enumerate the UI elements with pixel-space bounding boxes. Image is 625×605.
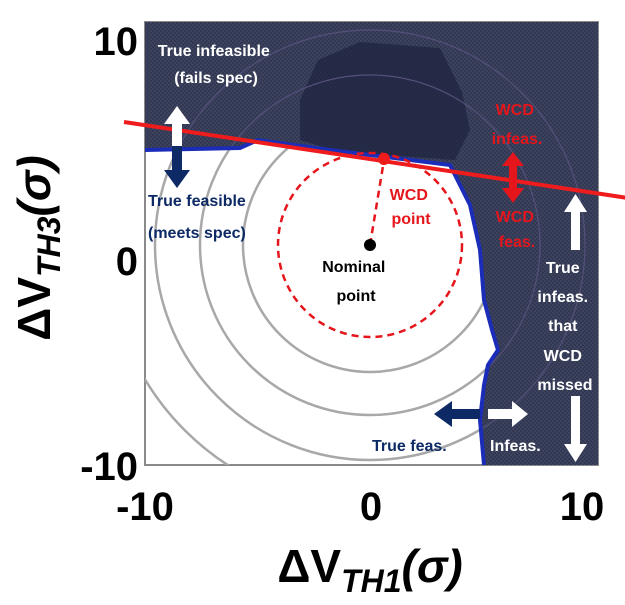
wcd-boundary-line: [123, 120, 625, 200]
arrow-updown-red: [502, 152, 524, 203]
arrow-left-navy: [434, 401, 480, 427]
true-feas-short-label: True feas.: [372, 438, 447, 455]
arrow-right-white: [488, 401, 528, 427]
arrow-up-white: [164, 106, 190, 146]
true-feasible-label: True feasible (meets spec): [148, 193, 250, 242]
x-tick-left: -10: [116, 485, 174, 529]
wcd-infeas-label: WCD infeas.: [492, 102, 543, 148]
x-tick-right: 10: [560, 485, 605, 529]
nominal-point-marker: [364, 239, 376, 251]
nominal-point-label: Nominal point: [322, 259, 390, 305]
infeasible-region: [145, 22, 598, 465]
contour-ring-2: [198, 140, 498, 417]
y-axis-label: ΔVTH3(σ): [8, 155, 67, 340]
wcd-feas-label: WCD feas.: [496, 209, 539, 251]
arrow-down-navy: [164, 146, 190, 188]
x-tick-middle: 0: [360, 485, 382, 529]
arrow-up-right-white: [564, 194, 587, 250]
feasibility-boundary: [144, 137, 501, 466]
infeas-short-label: Infeas.: [490, 438, 541, 455]
dense-infeasible-blob: [300, 42, 470, 160]
y-tick-middle: 0: [116, 240, 138, 284]
wcd-radius-line: [368, 159, 386, 246]
y-tick-bottom: -10: [80, 445, 138, 489]
missed-infeasible-label: True infeas. that WCD missed: [537, 260, 592, 394]
true-infeasible-label: True infeasible (fails spec): [158, 43, 275, 87]
y-tick-top: 10: [94, 20, 139, 64]
wcd-point-marker: [378, 153, 390, 165]
arrow-down-right-white: [564, 396, 587, 462]
contour-ring-3: [153, 140, 498, 462]
wcd-radius-circle: [276, 151, 464, 339]
wcd-point-label: WCD point: [390, 187, 433, 228]
x-axis-label: ΔVTH1(σ): [277, 540, 462, 599]
